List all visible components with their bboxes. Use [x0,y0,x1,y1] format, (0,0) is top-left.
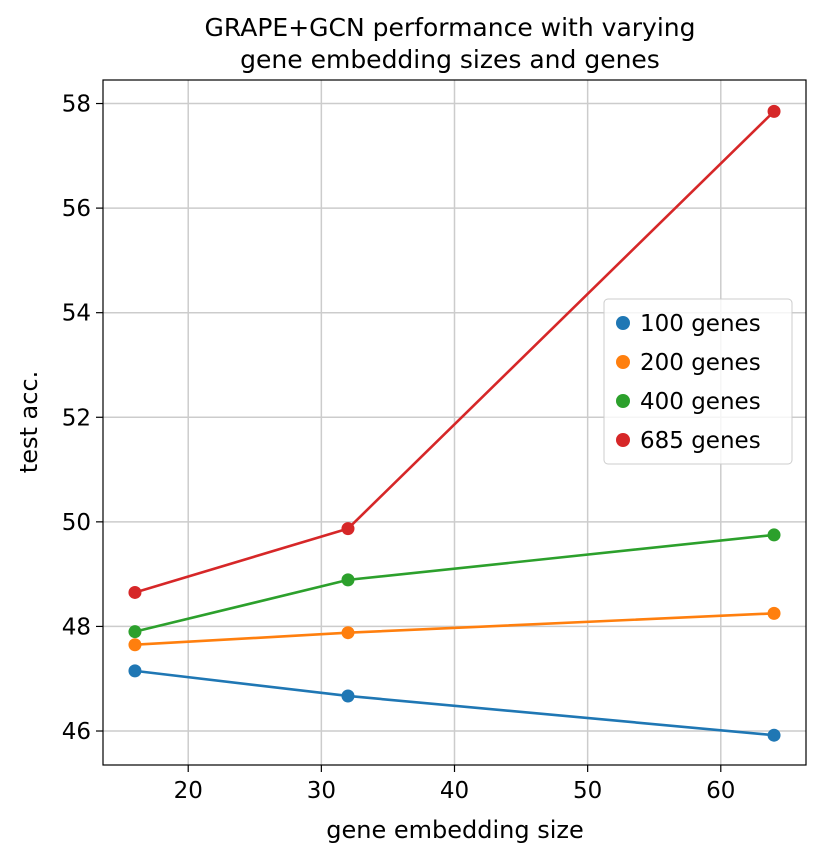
y-tick-label: 50 [62,510,91,536]
data-point [767,728,781,742]
legend-items: 100 genes 200 genes 400 genes 685 genes [616,311,761,454]
x-tick-label: 20 [174,778,203,804]
x-tick-label: 30 [307,778,336,804]
y-tick-label: 48 [62,614,91,640]
legend-item: 200 genes [616,350,761,376]
chart-title-line-2: gene embedding sizes and genes [240,45,660,74]
data-point [128,638,142,652]
legend-label: 100 genes [640,311,761,337]
x-tick-label: 40 [440,778,469,804]
data-point [341,689,355,703]
legend-marker [616,355,630,369]
legend-marker [616,394,630,408]
data-point [128,585,142,599]
axis-ticks: 20 30 40 50 60 46 48 50 52 54 56 58 [62,92,736,804]
legend-marker [616,316,630,330]
legend-label: 685 genes [640,428,761,454]
data-point [767,528,781,542]
chart-title-line-1: GRAPE+GCN performance with varying [204,13,695,42]
data-point [767,606,781,620]
data-point [341,522,355,536]
legend-item: 100 genes [616,311,761,337]
series-685-genes [128,104,781,599]
y-tick-label: 56 [62,196,91,222]
legend: 100 genes 200 genes 400 genes 685 genes [603,298,793,465]
data-point [341,573,355,587]
x-axis-label: gene embedding size [326,816,584,844]
legend-marker [616,433,630,447]
data-point [341,626,355,640]
data-point [767,104,781,118]
series-100-genes [128,664,781,742]
legend-label: 200 genes [640,350,761,376]
y-tick-label: 46 [62,719,91,745]
series-200-genes [128,606,781,652]
legend-item: 685 genes [616,428,761,454]
x-tick-label: 60 [706,778,735,804]
y-tick-label: 54 [62,301,91,327]
y-axis-label: test acc. [15,371,43,473]
x-tick-label: 50 [573,778,602,804]
legend-item: 400 genes [616,389,761,415]
y-tick-label: 52 [62,405,91,431]
y-tick-label: 58 [62,92,91,118]
data-point [128,664,142,678]
series-400-genes [128,528,781,639]
legend-box [603,298,793,465]
legend-label: 400 genes [640,389,761,415]
data-point [128,625,142,639]
series-group [128,104,781,742]
